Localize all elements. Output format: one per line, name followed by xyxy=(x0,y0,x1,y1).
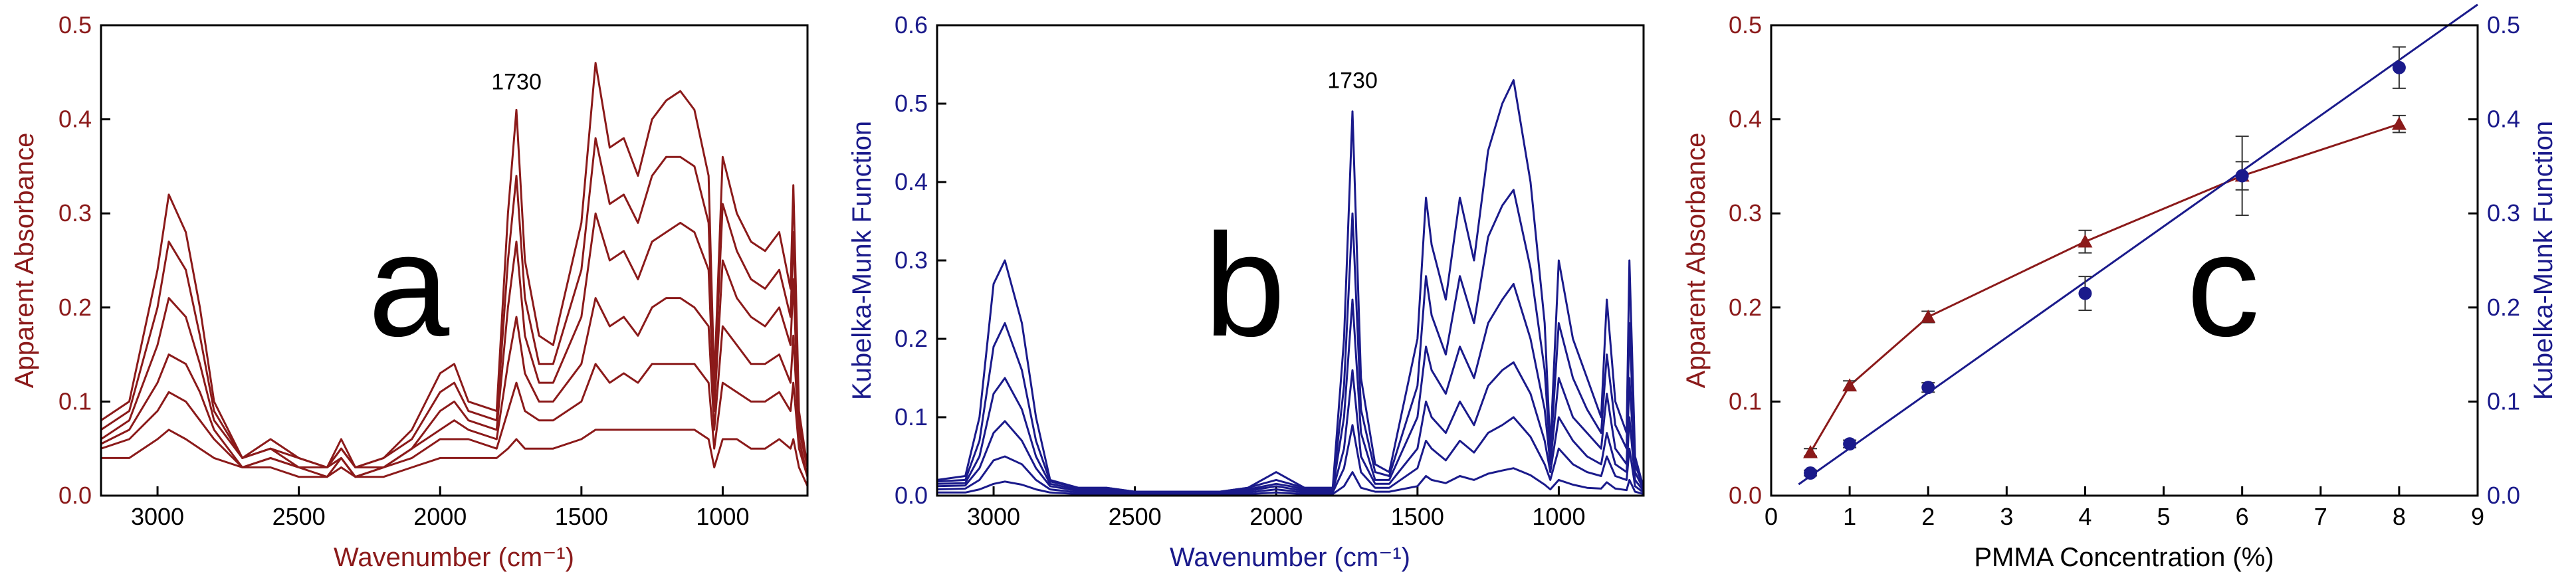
panel-b-spectrum-2 xyxy=(936,189,1645,493)
panel-c-x-tick-label: 5 xyxy=(2157,503,2171,530)
panel-b: 3000 2500 2000 1500 1000 0.0 0.1 0.2 0.3 0.4 0.5 0.… xyxy=(847,11,1645,572)
panel-a-letter: a xyxy=(368,203,450,367)
panel-a-annotation-1730: 1730 xyxy=(491,69,542,94)
panel-c-y2-axis-label: Kubelka-Munk Function xyxy=(2529,121,2558,400)
panel-b-spectrum-1 xyxy=(936,79,1645,493)
panel-c: 0 1 2 3 4 5 6 7 8 90.0 0.00.1 0.10.2 0.20.3 0.30.4 0.4… xyxy=(1681,3,2558,572)
panel-a-spectrum-5 xyxy=(100,363,809,478)
panel-b-x-tick-label: 3000 xyxy=(967,503,1020,530)
panel-c-y-tick-label: 0.0 xyxy=(1729,482,1762,509)
panel-a-y-tick-label: 0.3 xyxy=(58,199,92,227)
panel-c-y2-tick-label: 0.3 xyxy=(2487,199,2520,227)
panel-b-x-axis-label: Wavenumber (cm⁻¹) xyxy=(1170,543,1410,572)
panel-c-series xyxy=(1798,3,2478,486)
panel-c-absorbance-point xyxy=(1921,309,1936,323)
panel-c-kubelka-munk-point xyxy=(1921,381,1935,395)
panel-a-x-axis-label: Wavenumber (cm⁻¹) xyxy=(334,543,574,572)
panel-a-spectrum-4 xyxy=(100,297,809,478)
panel-c-y-tick-label: 0.4 xyxy=(1729,106,1762,133)
panel-b-y-tick-label: 0.6 xyxy=(895,11,928,39)
panel-c-x-tick-label: 7 xyxy=(2314,503,2327,530)
panel-c-absorbance-point xyxy=(1803,444,1818,458)
panel-c-kubelka-munk-point xyxy=(1843,437,1857,451)
panel-c-kubelka-munk-fit-line xyxy=(1798,3,2478,486)
panel-b-spectrum-5 xyxy=(936,416,1644,494)
panel-c-absorbance-line xyxy=(1809,123,2400,453)
panel-b-annotation-1730: 1730 xyxy=(1327,68,1378,93)
panel-b-x-tick-label: 1500 xyxy=(1391,503,1444,530)
panel-c-x-tick-label: 6 xyxy=(2236,503,2249,530)
panel-a-y-tick-label: 0.4 xyxy=(58,106,92,133)
panel-a-y-tick-label: 0.1 xyxy=(58,387,92,415)
panel-a-spectrum-6 xyxy=(101,429,809,487)
panel-a-x-tick-label: 2500 xyxy=(272,503,326,530)
panel-c-y-tick-label: 0.5 xyxy=(1729,11,1762,39)
panel-c-y2-tick-label: 0.1 xyxy=(2487,387,2520,415)
panel-c-x-tick-label: 9 xyxy=(2471,503,2484,530)
panel-a-spectrum-3 xyxy=(100,212,809,468)
panel-b-y-axis-label: Kubelka-Munk Function xyxy=(847,121,877,400)
panel-b-spectrum-3 xyxy=(936,282,1645,494)
panel-a-y-axis-label: Apparent Absorbance xyxy=(10,133,39,389)
panel-b-letter: b xyxy=(1204,203,1285,367)
panel-c-y-axis-label: Apparent Absorbance xyxy=(1681,133,1711,389)
panel-c-absorbance-point xyxy=(2078,234,2093,248)
panel-c-ticks: 0 1 2 3 4 5 6 7 8 90.0 0.00.1 0.10.2 0.20.3 0.30.4 0.4… xyxy=(1729,11,2520,530)
panel-c-y2-tick-label: 0.5 xyxy=(2487,11,2520,39)
panel-c-y2-tick-label: 0.2 xyxy=(2487,294,2520,321)
panel-a-spectrum-2 xyxy=(100,137,809,468)
panel-c-x-tick-label: 4 xyxy=(2078,503,2092,530)
panel-c-absorbance-point xyxy=(1842,378,1858,392)
panel-b-y-tick-label: 0.4 xyxy=(895,168,928,195)
panel-a-x-tick-label: 2000 xyxy=(413,503,467,530)
panel-c-y2-tick-label: 0.4 xyxy=(2487,106,2520,133)
panel-b-y-tick-label: 0.5 xyxy=(895,90,928,117)
panel-a: 3000 2500 2000 1500 1000 0.0 0.1 0.2 0.3 0.4 0.5 a… xyxy=(10,11,809,572)
panel-c-x-tick-label: 1 xyxy=(1843,503,1856,530)
panel-c-x-axis-label: PMMA Concentration (%) xyxy=(1974,543,2274,572)
panel-c-kubelka-munk-point xyxy=(2392,60,2406,74)
panel-a-plot-frame xyxy=(100,24,809,497)
panel-b-spectrum-4 xyxy=(936,361,1645,494)
panel-c-x-tick-label: 2 xyxy=(1921,503,1935,530)
panel-c-letter: c xyxy=(2187,203,2260,367)
panel-a-x-tick-label: 1000 xyxy=(696,503,749,530)
panel-c-y-tick-label: 0.2 xyxy=(1729,294,1762,321)
panel-a-y-tick-label: 0.2 xyxy=(58,294,92,321)
panel-b-y-tick-label: 0.1 xyxy=(895,403,928,431)
panel-c-x-tick-label: 0 xyxy=(1765,503,1778,530)
panel-c-kubelka-munk-point xyxy=(2235,169,2249,183)
panel-b-y-tick-label: 0.3 xyxy=(895,246,928,274)
panel-a-ticks: 3000 2500 2000 1500 1000 0.0 0.1 0.2 0.3 0.4 0.5 xyxy=(58,11,750,530)
panel-c-kubelka-munk-point xyxy=(2078,286,2092,300)
panel-c-y-tick-label: 0.1 xyxy=(1729,387,1762,415)
panel-a-y-tick-label: 0.0 xyxy=(58,482,92,509)
panel-b-plot-frame xyxy=(936,24,1645,497)
panel-a-series xyxy=(100,62,809,487)
panel-a-x-tick-label: 3000 xyxy=(131,503,184,530)
panel-b-x-tick-label: 2500 xyxy=(1109,503,1162,530)
panel-c-plot-frame xyxy=(1770,24,2479,497)
panel-a-spectrum-1 xyxy=(100,62,809,468)
panel-b-x-tick-label: 2000 xyxy=(1249,503,1303,530)
panel-c-y2-tick-label: 0.0 xyxy=(2487,482,2520,509)
panel-c-kubelka-munk-point xyxy=(1804,466,1818,480)
panel-c-x-tick-label: 3 xyxy=(2000,503,2013,530)
panel-b-series xyxy=(936,79,1645,496)
panel-a-x-tick-label: 1500 xyxy=(555,503,608,530)
panel-c-x-tick-label: 8 xyxy=(2393,503,2406,530)
panel-b-y-tick-label: 0.2 xyxy=(895,325,928,352)
panel-b-x-tick-label: 1000 xyxy=(1532,503,1585,530)
panel-c-absorbance-point xyxy=(2391,116,2407,130)
panel-a-y-tick-label: 0.5 xyxy=(58,11,92,39)
panel-b-spectrum-6 xyxy=(937,467,1644,496)
panel-b-ticks: 3000 2500 2000 1500 1000 0.0 0.1 0.2 0.3 0.4 0.5 0.… xyxy=(895,11,1586,530)
panel-c-y-tick-label: 0.3 xyxy=(1729,199,1762,227)
panel-b-y-tick-label: 0.0 xyxy=(895,482,928,509)
